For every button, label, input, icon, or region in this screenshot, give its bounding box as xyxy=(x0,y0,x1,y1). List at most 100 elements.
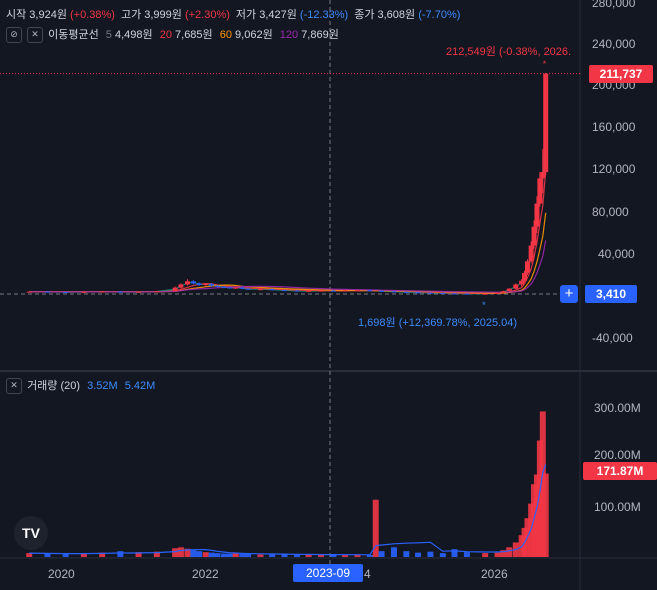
candle-body xyxy=(282,290,288,292)
ohlc-legend: 시작 3,924원 (+0.38%) 고가 3,999원 (+2.30%) 저가 3… xyxy=(6,6,466,22)
candle-body xyxy=(482,293,488,295)
candle-body xyxy=(214,285,220,287)
candle-body xyxy=(452,293,458,295)
volume-bar xyxy=(354,554,361,557)
candle-body xyxy=(534,203,540,227)
candle-body xyxy=(427,292,433,294)
ohlc-label: 종가 xyxy=(354,9,378,21)
volume-bar xyxy=(62,554,69,557)
volume-bar xyxy=(366,555,373,557)
candle-body xyxy=(269,289,275,291)
volume-value-1: 3.52M xyxy=(87,380,118,392)
add-alert-plus-icon[interactable]: + xyxy=(560,285,578,303)
price-axis-label: 160,000 xyxy=(592,120,636,134)
low-marker: * xyxy=(482,300,486,310)
volume-title: 거래량 (20) xyxy=(27,380,81,392)
ohlc-label: 시작 xyxy=(6,9,30,21)
volume-bar xyxy=(26,553,33,557)
candle-body xyxy=(209,283,215,286)
volume-value-2: 5.42M xyxy=(124,380,156,392)
eye-hide-icon[interactable]: ⊘ xyxy=(6,27,22,44)
candle-body xyxy=(26,291,32,293)
price-axis-label: 120,000 xyxy=(592,162,636,176)
candle-body xyxy=(172,287,178,292)
candle-body xyxy=(506,288,512,292)
volume-bar xyxy=(226,553,233,557)
volume-bar xyxy=(44,553,51,557)
volume-bar xyxy=(208,552,215,557)
volume-bar xyxy=(378,551,385,557)
volume-bar xyxy=(305,554,312,557)
ma120-period: 120 xyxy=(279,29,299,41)
volume-bar xyxy=(403,551,410,557)
ohlc-value: 3,924원 xyxy=(29,9,70,21)
tradingview-logo[interactable]: TV xyxy=(14,516,48,550)
ohlc-value: 3,999원 xyxy=(144,9,185,21)
volume-bar xyxy=(214,553,221,557)
candle-body xyxy=(540,172,546,179)
candle-body xyxy=(306,290,312,292)
time-axis-label: 4 xyxy=(364,567,371,581)
volume-ma-line xyxy=(29,464,547,556)
volume-bar xyxy=(239,554,246,557)
candle-body xyxy=(154,291,160,293)
volume-bar xyxy=(415,552,422,557)
ma120-line xyxy=(29,240,547,293)
candle-body xyxy=(233,287,239,289)
candle-body xyxy=(500,291,506,293)
ma-title: 이동평균선 xyxy=(48,29,99,41)
volume-bar xyxy=(269,554,276,557)
candle-body xyxy=(196,283,202,285)
candle-body xyxy=(44,291,50,293)
candle-body xyxy=(63,292,69,294)
ma60-value: 9,062원 xyxy=(235,29,273,41)
volume-bar xyxy=(135,552,142,557)
ohlc-label: 저가 xyxy=(235,9,260,21)
ma20-period: 20 xyxy=(159,29,172,41)
volume-bar xyxy=(220,553,227,557)
ma20-value: 7,685원 xyxy=(175,29,213,41)
candle-body xyxy=(528,245,534,262)
volume-bar xyxy=(80,553,87,557)
volume-bar xyxy=(542,473,549,557)
candle-body xyxy=(99,291,105,293)
volume-bar xyxy=(153,551,160,557)
volume-bar xyxy=(342,555,349,557)
candle-body xyxy=(354,290,360,292)
volume-bar xyxy=(293,554,300,557)
candle-body xyxy=(81,291,87,293)
candle-body xyxy=(178,284,184,288)
candle-body xyxy=(495,292,501,294)
close-icon[interactable]: ✕ xyxy=(27,27,44,44)
volume-bar xyxy=(463,552,470,557)
price-axis-label: 80,000 xyxy=(592,205,629,219)
price-axis-label: -40,000 xyxy=(592,331,633,345)
candle-body xyxy=(537,178,543,204)
high-annotation: 212,549원 (-0.38%, 2026. xyxy=(446,46,572,58)
volume-bar xyxy=(257,554,264,557)
candle-body xyxy=(342,290,348,292)
volume-bar xyxy=(482,553,489,557)
candle-body xyxy=(227,287,233,289)
ma5-period: 5 xyxy=(105,29,112,41)
time-axis-label: 2020 xyxy=(48,567,75,581)
volume-bar xyxy=(390,547,397,557)
candle-body xyxy=(257,289,263,291)
candle-body xyxy=(440,292,446,294)
low-annotation: 1,698원 (+12,369.78%, 2025.04) xyxy=(358,317,518,329)
eye-hide-icon[interactable]: ✕ xyxy=(6,378,22,395)
candle-body xyxy=(391,291,397,293)
crosshair-price-tag: 3,410 xyxy=(585,285,637,303)
ma20-line xyxy=(29,170,547,295)
volume-bar xyxy=(427,551,434,557)
volume-last-tag: 171.87M xyxy=(583,462,657,480)
candle-body xyxy=(543,73,549,173)
candle-body xyxy=(367,290,373,292)
volume-axis-label: 300.00M xyxy=(594,401,641,415)
candle-body xyxy=(403,291,409,293)
ohlc-change: (+0.38%) xyxy=(70,9,115,21)
volume-legend: ✕ 거래량 (20) 3.52M 5.42M xyxy=(6,377,156,395)
price-axis-label: 40,000 xyxy=(598,247,635,261)
ma60-line xyxy=(29,212,547,294)
